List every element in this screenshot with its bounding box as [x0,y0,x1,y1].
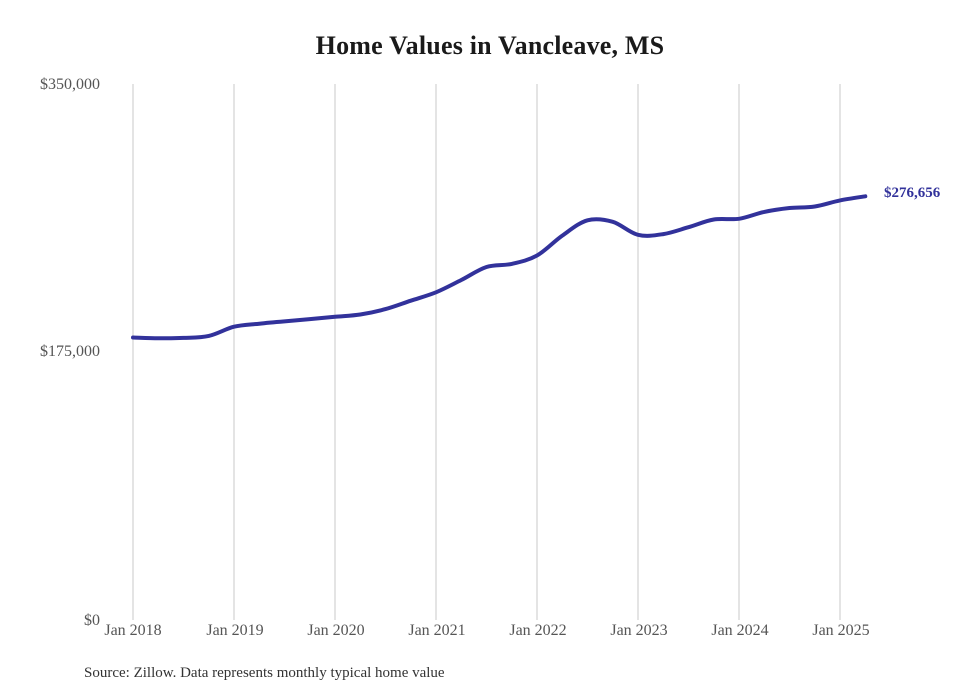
x-axis-tick-jan-2022: Jan 2022 [509,622,567,639]
source-note: Source: Zillow. Data represents monthly … [84,665,445,681]
y-axis-tick-350000: $350,000 [40,76,100,93]
x-axis-tick-jan-2019: Jan 2019 [206,622,264,639]
end-value-annotation: $276,656 [884,185,941,202]
x-axis-tick-jan-2025: Jan 2025 [812,622,870,639]
x-axis-tick-jan-2023: Jan 2023 [610,622,668,639]
y-axis-tick-0: $0 [84,612,100,629]
y-axis-tick-175000: $175,000 [40,343,100,360]
chart-title: Home Values in Vancleave, MS [315,31,665,60]
x-axis-tick-jan-2024: Jan 2024 [711,622,769,639]
x-axis-tick-jan-2018: Jan 2018 [104,622,162,639]
x-axis-tick-jan-2021: Jan 2021 [408,622,466,639]
x-axis-tick-jan-2020: Jan 2020 [307,622,365,639]
data-line-typical-home-value [131,194,868,341]
vertical-gridlines [132,84,841,620]
